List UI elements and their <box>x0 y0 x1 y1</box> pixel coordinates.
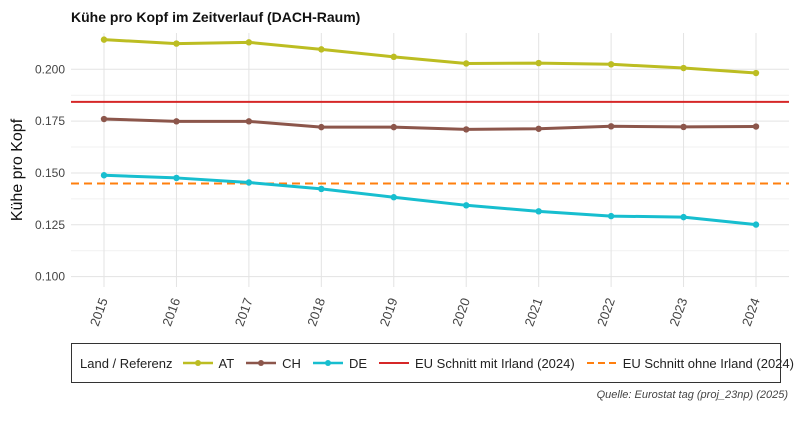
x-tick-label: 2018 <box>304 296 328 328</box>
x-axis-ticks: 2015 2016 2017 2018 2019 2020 2021 2022 2023 2024 <box>87 296 763 328</box>
legend-label-eu-mit-irland: EU Schnitt mit Irland (2024) <box>415 355 575 371</box>
data-point <box>752 123 760 130</box>
legend-label-at: AT <box>218 355 235 371</box>
data-point <box>390 194 397 201</box>
data-point <box>535 208 542 215</box>
data-point <box>463 60 470 67</box>
reference-lines <box>71 100 789 185</box>
legend: Land / Referenz AT CH DE EU Schnitt mit … <box>71 343 794 383</box>
x-tick-label: 2022 <box>594 296 618 328</box>
series-points <box>100 36 760 228</box>
legend-item-at: AT <box>182 355 235 371</box>
data-point <box>318 46 325 53</box>
data-point <box>318 123 325 131</box>
data-point <box>752 221 760 228</box>
data-point <box>680 123 687 131</box>
data-point <box>535 59 542 67</box>
legend-key-at <box>182 360 213 366</box>
x-tick-label: 2017 <box>232 296 256 328</box>
legend-title: Land / Referenz <box>80 355 173 371</box>
legend-key-eu-mit-irland <box>379 362 410 364</box>
data-point <box>173 40 180 47</box>
x-tick-label: 2021 <box>521 296 545 328</box>
y-tick-label: 0.100 <box>35 270 65 284</box>
legend-key-ch <box>246 360 277 366</box>
legend-label-eu-ohne-irland: EU Schnitt ohne Irland (2024) <box>622 355 794 371</box>
data-point <box>463 126 470 133</box>
data-point <box>607 212 615 220</box>
data-point <box>607 61 615 68</box>
legend-item-ch: CH <box>246 356 301 371</box>
data-point <box>390 53 397 61</box>
series-line <box>102 173 758 227</box>
y-axis-ticks: 0.100 0.125 0.150 0.175 0.200 <box>35 62 65 283</box>
data-point <box>100 36 108 43</box>
data-point <box>535 125 542 132</box>
legend-label-de: DE <box>348 355 368 371</box>
data-point <box>173 174 180 182</box>
x-tick-label: 2015 <box>87 296 111 328</box>
x-tick-label: 2023 <box>666 296 690 328</box>
data-point <box>463 202 470 209</box>
y-tick-label: 0.200 <box>35 62 65 76</box>
x-tick-label: 2016 <box>159 296 183 328</box>
legend-item-eu-ohne-irland: EU Schnitt ohne Irland (2024) <box>586 355 794 371</box>
y-tick-label: 0.150 <box>35 166 65 180</box>
series-lines <box>102 38 758 227</box>
x-tick-label: 2019 <box>377 296 401 328</box>
source-caption: Quelle: Eurostat tag (proj_23np) (2025) <box>596 389 788 401</box>
legend-key-eu-ohne-irland <box>586 362 617 364</box>
legend-key-de <box>312 360 343 366</box>
data-point <box>680 213 687 221</box>
series-line <box>102 117 758 131</box>
data-point <box>173 118 180 125</box>
gridlines <box>71 33 789 287</box>
y-tick-label: 0.175 <box>35 114 65 128</box>
data-point <box>318 185 325 193</box>
data-point <box>607 123 615 130</box>
data-point <box>680 64 687 72</box>
chart-title: Kühe pro Kopf im Zeitverlauf (DACH-Raum) <box>71 9 361 25</box>
legend-item-de: DE <box>312 355 368 371</box>
series-line <box>102 38 758 75</box>
data-point <box>390 123 397 131</box>
data-point <box>752 69 760 77</box>
data-point <box>100 172 108 179</box>
y-axis-label: Kühe pro Kopf <box>9 118 26 221</box>
y-tick-label: 0.125 <box>35 218 65 232</box>
x-tick-label: 2024 <box>739 296 763 328</box>
data-point <box>245 39 253 46</box>
x-tick-label: 2020 <box>449 296 473 328</box>
data-point <box>245 179 253 186</box>
legend-label-ch: CH <box>282 355 301 371</box>
data-point <box>100 115 108 123</box>
data-point <box>245 118 253 125</box>
legend-item-eu-mit-irland: EU Schnitt mit Irland (2024) <box>379 356 575 371</box>
